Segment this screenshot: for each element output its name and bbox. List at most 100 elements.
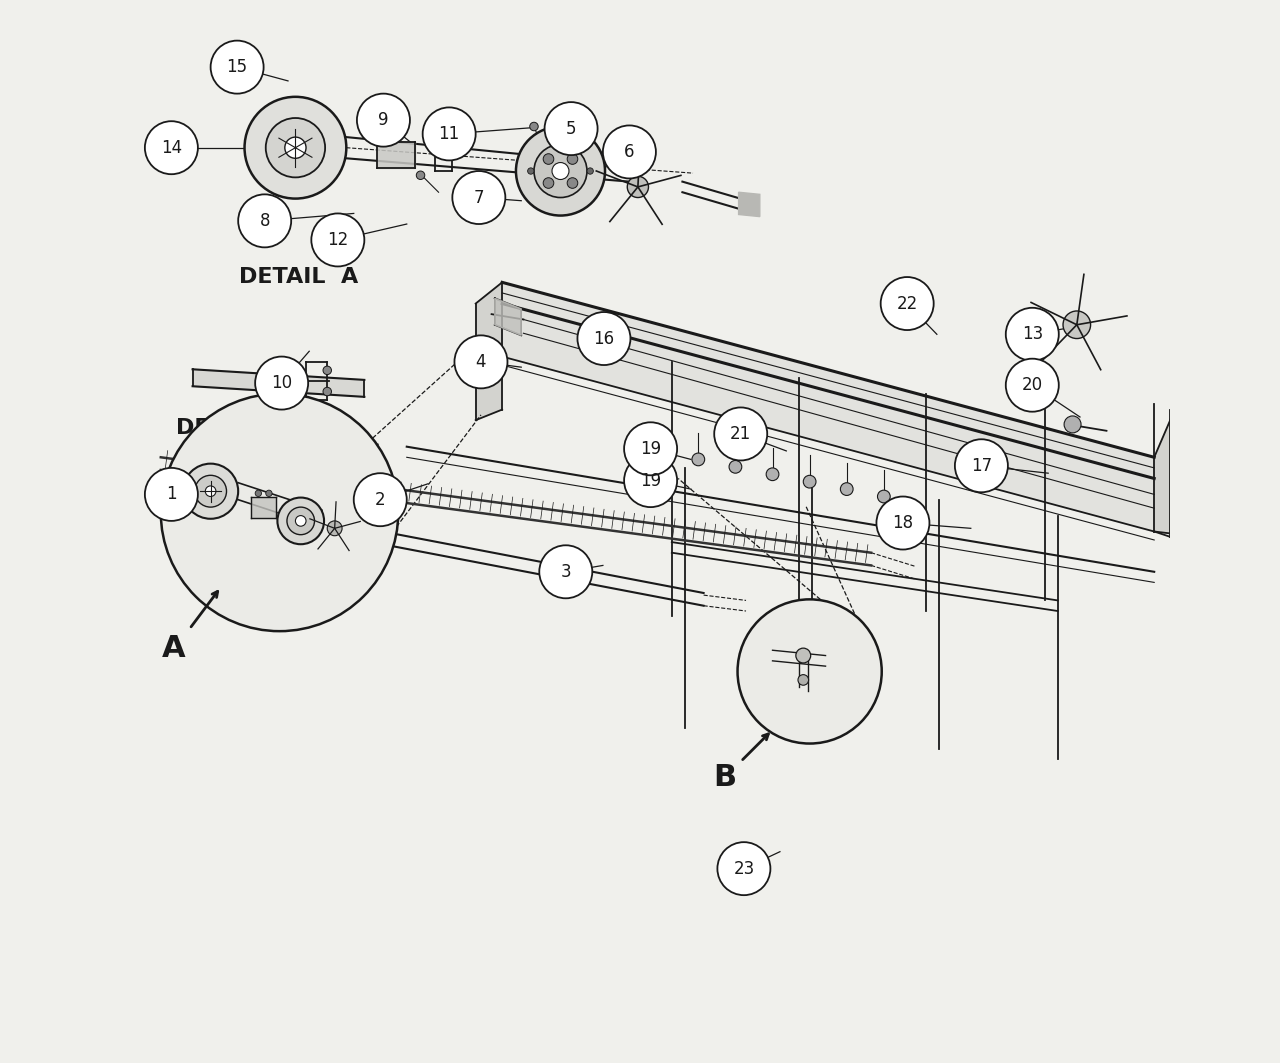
Text: 4: 4 bbox=[476, 353, 486, 371]
Circle shape bbox=[244, 97, 347, 199]
Circle shape bbox=[238, 195, 291, 248]
Text: 21: 21 bbox=[730, 425, 751, 443]
Text: 15: 15 bbox=[227, 58, 247, 77]
Circle shape bbox=[955, 439, 1007, 492]
Polygon shape bbox=[476, 283, 502, 420]
Text: DETAIL  A: DETAIL A bbox=[239, 267, 358, 287]
Text: A: A bbox=[161, 634, 186, 662]
Circle shape bbox=[454, 335, 507, 388]
Text: 3: 3 bbox=[561, 562, 571, 580]
Text: 1: 1 bbox=[166, 486, 177, 504]
Text: 2: 2 bbox=[375, 491, 385, 509]
Circle shape bbox=[145, 468, 198, 521]
Circle shape bbox=[797, 675, 809, 686]
Polygon shape bbox=[378, 142, 415, 168]
Text: 11: 11 bbox=[439, 125, 460, 142]
Polygon shape bbox=[1155, 395, 1180, 535]
Text: 16: 16 bbox=[594, 330, 614, 348]
Circle shape bbox=[323, 387, 332, 395]
Circle shape bbox=[878, 490, 890, 503]
Circle shape bbox=[323, 366, 332, 374]
Circle shape bbox=[1006, 358, 1059, 411]
Circle shape bbox=[544, 102, 598, 155]
Polygon shape bbox=[739, 192, 760, 217]
Circle shape bbox=[534, 145, 588, 198]
Circle shape bbox=[627, 176, 649, 198]
Circle shape bbox=[625, 454, 677, 507]
Circle shape bbox=[567, 178, 577, 188]
Circle shape bbox=[296, 516, 306, 526]
Polygon shape bbox=[502, 283, 1155, 532]
Circle shape bbox=[205, 486, 216, 496]
Polygon shape bbox=[251, 496, 276, 518]
Circle shape bbox=[567, 154, 577, 165]
Circle shape bbox=[530, 122, 538, 131]
Circle shape bbox=[730, 460, 742, 473]
Text: 13: 13 bbox=[1021, 325, 1043, 343]
Text: 6: 6 bbox=[625, 142, 635, 161]
Circle shape bbox=[357, 94, 410, 147]
Circle shape bbox=[1062, 311, 1091, 338]
Circle shape bbox=[588, 168, 594, 174]
Circle shape bbox=[714, 407, 767, 460]
Circle shape bbox=[328, 521, 342, 536]
Circle shape bbox=[717, 842, 771, 895]
Circle shape bbox=[422, 107, 476, 161]
Text: 20: 20 bbox=[1021, 376, 1043, 394]
Circle shape bbox=[737, 600, 882, 743]
Text: 14: 14 bbox=[161, 138, 182, 156]
Circle shape bbox=[255, 490, 261, 496]
Circle shape bbox=[255, 356, 308, 409]
Ellipse shape bbox=[154, 482, 168, 509]
Circle shape bbox=[266, 490, 273, 496]
Text: DETAIL  B: DETAIL B bbox=[175, 418, 294, 438]
Text: 7: 7 bbox=[474, 188, 484, 206]
Text: 8: 8 bbox=[260, 212, 270, 230]
Circle shape bbox=[603, 125, 655, 179]
Circle shape bbox=[881, 277, 933, 330]
Circle shape bbox=[692, 453, 705, 466]
Circle shape bbox=[278, 497, 324, 544]
Text: B: B bbox=[713, 763, 736, 792]
Text: 17: 17 bbox=[970, 457, 992, 475]
Circle shape bbox=[796, 648, 810, 663]
Text: 10: 10 bbox=[271, 374, 292, 392]
Circle shape bbox=[1006, 308, 1059, 360]
Polygon shape bbox=[192, 369, 365, 396]
Circle shape bbox=[804, 475, 815, 488]
Circle shape bbox=[625, 422, 677, 475]
Circle shape bbox=[527, 168, 534, 174]
Circle shape bbox=[543, 178, 554, 188]
Text: 18: 18 bbox=[892, 514, 914, 532]
Circle shape bbox=[877, 496, 929, 550]
Circle shape bbox=[577, 313, 631, 365]
Text: 19: 19 bbox=[640, 472, 662, 490]
Circle shape bbox=[1064, 416, 1082, 433]
Circle shape bbox=[285, 137, 306, 158]
Circle shape bbox=[287, 507, 315, 535]
Circle shape bbox=[183, 463, 238, 519]
Circle shape bbox=[539, 545, 593, 598]
Circle shape bbox=[161, 393, 398, 631]
Circle shape bbox=[145, 121, 198, 174]
Text: 5: 5 bbox=[566, 120, 576, 137]
Circle shape bbox=[516, 126, 605, 216]
Text: 9: 9 bbox=[378, 112, 389, 129]
Circle shape bbox=[353, 473, 407, 526]
Circle shape bbox=[439, 138, 448, 147]
Circle shape bbox=[266, 118, 325, 178]
Text: 22: 22 bbox=[896, 294, 918, 313]
Circle shape bbox=[543, 154, 554, 165]
Text: 19: 19 bbox=[640, 440, 662, 458]
Polygon shape bbox=[495, 299, 521, 335]
Circle shape bbox=[311, 214, 365, 267]
Text: 12: 12 bbox=[328, 231, 348, 249]
Circle shape bbox=[452, 171, 506, 224]
Text: 23: 23 bbox=[733, 860, 754, 878]
Circle shape bbox=[767, 468, 780, 480]
Circle shape bbox=[552, 163, 570, 180]
Circle shape bbox=[841, 483, 852, 495]
Circle shape bbox=[211, 40, 264, 94]
Circle shape bbox=[416, 171, 425, 180]
Circle shape bbox=[195, 475, 227, 507]
